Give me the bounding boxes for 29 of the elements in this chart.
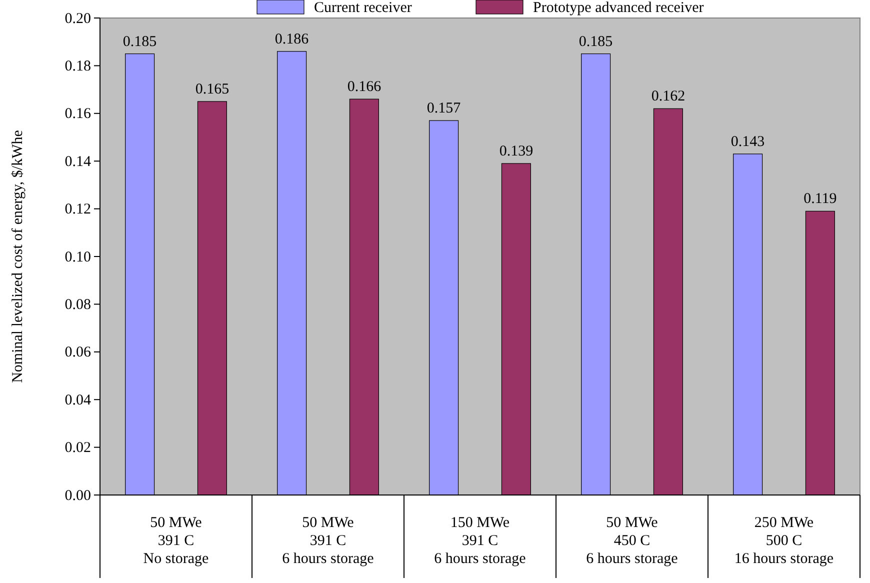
x-tick-label: 50 MWe 450 C 6 hours storage bbox=[586, 515, 678, 567]
data-label: 0.165 bbox=[195, 81, 230, 98]
y-tick-label: 0.16 bbox=[64, 106, 92, 122]
data-label: 0.162 bbox=[651, 88, 686, 105]
y-tick-label: 0.10 bbox=[64, 249, 91, 266]
y-tick-label: 0.20 bbox=[64, 10, 91, 27]
data-label: 0.166 bbox=[347, 79, 382, 96]
legend-label: Prototype advanced receiver bbox=[533, 0, 704, 16]
x-tick-label: 50 MWe 391 C 6 hours storage bbox=[282, 515, 374, 567]
y-tick-label: 0.14 bbox=[64, 154, 92, 170]
data-label: 0.143 bbox=[730, 134, 765, 150]
x-tick-label: 50 MWe 391 C No storage bbox=[143, 515, 210, 567]
x-tick-label: 250 MWe 500 C 16 hours storage bbox=[734, 515, 834, 567]
data-label: 0.185 bbox=[578, 34, 613, 50]
y-tick-label: 0.08 bbox=[64, 297, 91, 313]
legend-label: Current receiver bbox=[314, 0, 412, 16]
y-tick-label: 0.06 bbox=[64, 344, 92, 361]
y-tick-label: 0.02 bbox=[64, 440, 91, 456]
data-label: 0.186 bbox=[274, 31, 310, 48]
data-label: 0.185 bbox=[122, 34, 157, 50]
y-tick-label: 0.00 bbox=[64, 488, 91, 504]
y-tick-label: 0.04 bbox=[64, 392, 92, 408]
y-tick-label: 0.18 bbox=[64, 58, 91, 74]
y-axis-title: Nominal levelized cost of energy, $/kWhe bbox=[10, 130, 26, 383]
data-label: 0.139 bbox=[499, 143, 534, 160]
data-label: 0.157 bbox=[426, 100, 462, 117]
data-label: 0.119 bbox=[804, 191, 837, 208]
y-tick-label: 0.12 bbox=[64, 202, 91, 218]
x-tick-label: 150 MWe 391 C 6 hours storage bbox=[434, 515, 526, 567]
